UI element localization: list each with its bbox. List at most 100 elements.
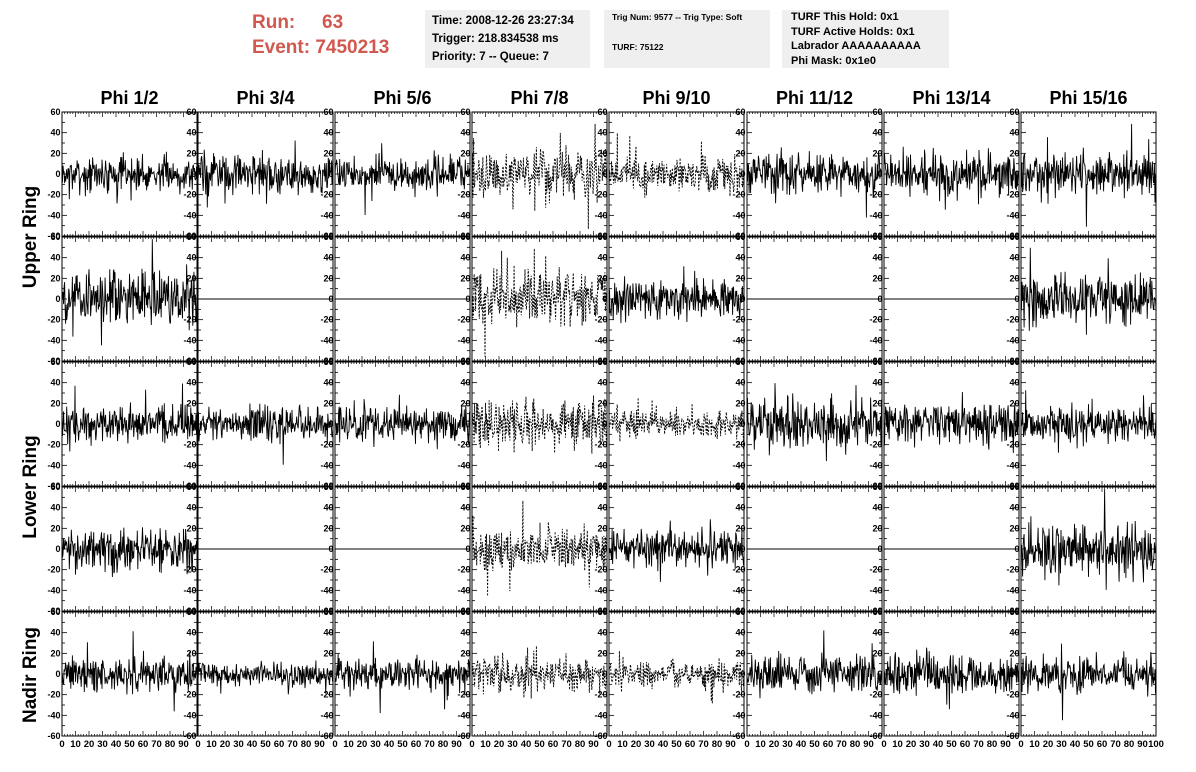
y-tick-label: 20 [50, 148, 60, 158]
x-tick-label: 10 [206, 739, 217, 750]
y-tick-label: -60 [1006, 606, 1019, 616]
y-tick-label: -60 [732, 356, 745, 366]
y-tick-label: -60 [732, 231, 745, 241]
y-tick-label: 20 [323, 148, 333, 158]
phi-header: Phi 5/6 [373, 88, 432, 108]
y-tick-label: 20 [186, 273, 196, 283]
waveform-panel: -60 -40 -20 0 20 40 60 [869, 482, 1020, 616]
y-tick-label: 60 [460, 357, 470, 367]
phi-header: Phi 15/16 [1049, 88, 1128, 108]
y-tick-label: -60 [457, 606, 470, 616]
y-tick-label: -60 [869, 231, 882, 241]
waveform-panel: -60 -40 -20 0 20 40 60 [732, 232, 883, 366]
y-tick-label: 40 [735, 503, 745, 513]
waveform-trace [197, 659, 334, 695]
x-tick-label: 80 [301, 739, 312, 750]
y-tick-label: -40 [732, 335, 745, 345]
x-tick-label: 40 [111, 739, 122, 750]
x-tick-label: 10 [70, 739, 81, 750]
y-tick-label: -60 [732, 606, 745, 616]
y-tick-label: 60 [597, 232, 607, 242]
y-tick-label: -20 [320, 440, 333, 450]
y-tick-label: 60 [735, 107, 745, 117]
y-tick-label: -20 [183, 190, 196, 200]
y-tick-label: 60 [186, 107, 196, 117]
y-tick-label: -20 [183, 315, 196, 325]
x-tick-label: 0 [195, 739, 200, 750]
y-tick-label: -60 [183, 481, 196, 491]
trig-num-text: Trig Num: 9577 -- Trig Type: Soft [612, 12, 743, 22]
y-tick-label: 60 [323, 357, 333, 367]
y-tick-label: 40 [186, 378, 196, 388]
y-tick-label: -60 [320, 231, 333, 241]
y-tick-label: 0 [55, 294, 60, 304]
y-tick-label: 20 [460, 523, 470, 533]
x-tick-label: 60 [138, 739, 149, 750]
y-tick-label: -40 [47, 710, 60, 720]
phi-header: Phi 9/10 [642, 88, 711, 108]
y-tick-label: -20 [869, 565, 882, 575]
time-info-box: Time: 2008-12-26 23:27:34 Trigger: 218.8… [425, 10, 590, 68]
y-tick-label: 60 [50, 232, 60, 242]
y-tick-label: 0 [55, 419, 60, 429]
y-tick-label: -40 [183, 335, 196, 345]
y-tick-label: 0 [55, 669, 60, 679]
y-tick-label: 20 [735, 148, 745, 158]
y-tick-label: 20 [50, 398, 60, 408]
this-hold-text: TURF This Hold: 0x1 [791, 11, 899, 23]
y-tick-label: -60 [320, 731, 333, 741]
waveform-trace [61, 383, 198, 452]
y-tick-label: 20 [186, 648, 196, 658]
phi-header: Phi 13/14 [912, 88, 991, 108]
waveform-trace [1020, 123, 1157, 227]
x-tick-label: 30 [97, 739, 108, 750]
y-tick-label: 60 [186, 232, 196, 242]
waveform-trace [61, 631, 198, 712]
y-tick-label: 40 [1009, 128, 1019, 138]
y-tick-label: -40 [320, 335, 333, 345]
waveform-panel: -60 -40 -20 0 20 40 60 [594, 357, 745, 491]
y-tick-label: -40 [594, 335, 607, 345]
waveform-panel: -60 -40 -20 0 20 40 60 [457, 107, 608, 241]
y-tick-label: -40 [320, 210, 333, 220]
x-tick-label: 10 [343, 739, 354, 750]
y-tick-label: -60 [320, 481, 333, 491]
y-tick-label: 40 [186, 628, 196, 638]
y-tick-label: 20 [872, 398, 882, 408]
y-tick-label: 0 [877, 544, 882, 554]
y-tick-label: 0 [465, 169, 470, 179]
x-tick-label: 70 [287, 739, 298, 750]
waveform-panel: -60 -40 -20 0 20 40 60 [457, 232, 608, 366]
waveform-trace [471, 395, 608, 454]
time-text: Time: 2008-12-26 23:27:34 [432, 15, 574, 27]
y-tick-label: 20 [597, 273, 607, 283]
phi-header: Phi 11/12 [775, 88, 854, 108]
y-tick-label: -20 [47, 690, 60, 700]
y-tick-label: -40 [320, 460, 333, 470]
y-tick-label: 60 [50, 482, 60, 492]
y-tick-label: 40 [50, 253, 60, 263]
waveform-panel: -60 -40 -20 0 20 40 60 [320, 357, 471, 491]
y-tick-label: 0 [465, 294, 470, 304]
y-tick-label: 60 [323, 232, 333, 242]
y-tick-label: 60 [460, 107, 470, 117]
y-tick-label: -60 [594, 231, 607, 241]
y-tick-label: 60 [460, 482, 470, 492]
y-tick-label: 40 [460, 128, 470, 138]
waveform-panel: -60 -40 -20 0 20 40 60 [1006, 107, 1157, 241]
y-tick-label: 40 [323, 628, 333, 638]
y-tick-label: 20 [1009, 273, 1019, 283]
x-tick-label: 70 [424, 739, 435, 750]
y-tick-label: 20 [460, 648, 470, 658]
y-tick-label: 20 [186, 398, 196, 408]
y-tick-label: 0 [740, 169, 745, 179]
y-tick-label: 40 [597, 128, 607, 138]
y-tick-label: -20 [869, 440, 882, 450]
y-tick-label: 60 [872, 107, 882, 117]
x-tick-label: 30 [233, 739, 244, 750]
y-tick-label: -20 [732, 315, 745, 325]
y-tick-label: 60 [186, 357, 196, 367]
y-tick-label: -60 [1006, 231, 1019, 241]
y-tick-label: -60 [1006, 481, 1019, 491]
